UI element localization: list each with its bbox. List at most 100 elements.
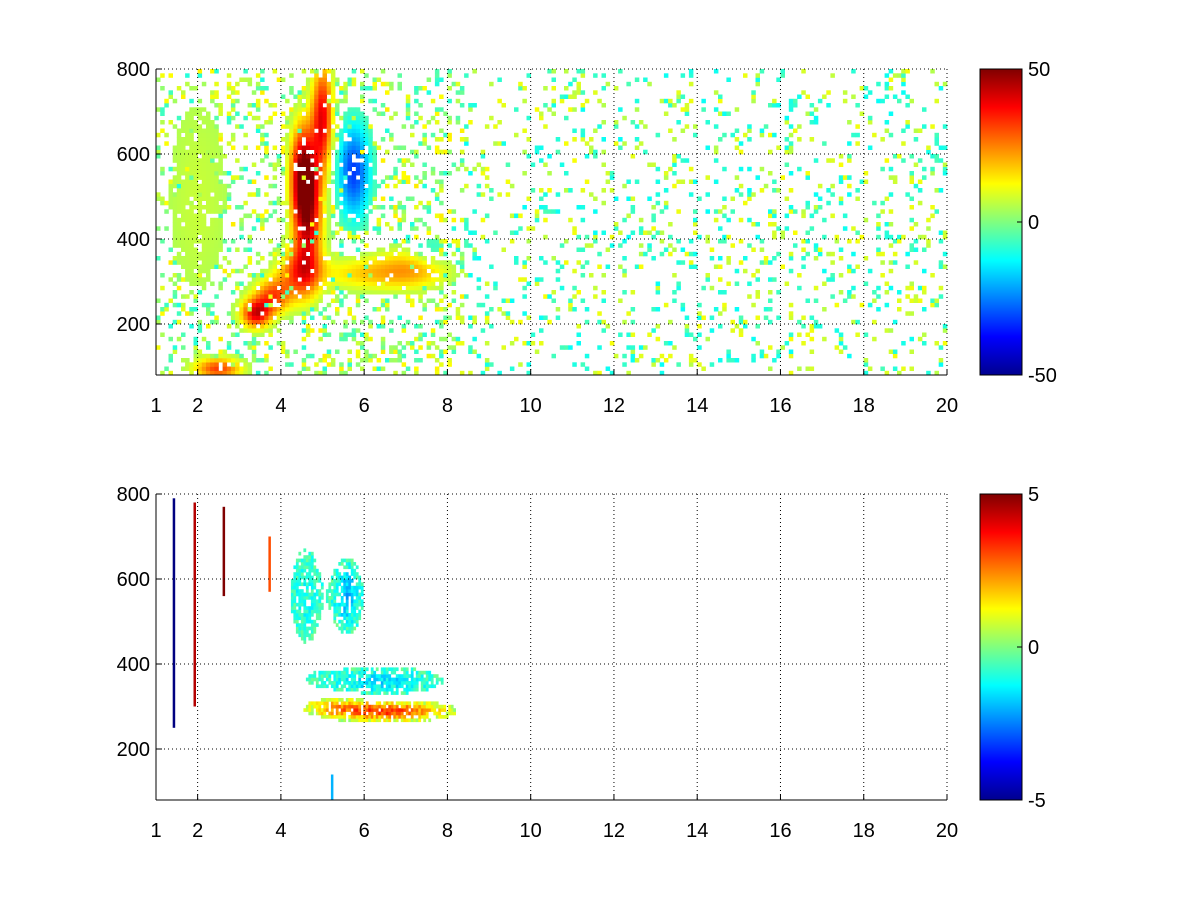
heatmap-cell (395, 674, 399, 678)
heatmap-cell (289, 132, 294, 138)
heatmap-cell (593, 149, 598, 155)
heatmap-cell (360, 192, 365, 197)
heatmap-cell (197, 264, 203, 269)
heatmap-cell (230, 315, 236, 320)
heatmap-cell (289, 86, 294, 91)
heatmap-cell (805, 332, 810, 337)
heatmap-cell (301, 251, 307, 257)
heatmap-cell (339, 90, 344, 95)
heatmap-cell (318, 268, 323, 274)
heatmap-cell (345, 613, 349, 617)
heatmap-cell (247, 290, 253, 295)
heatmap-cell (308, 616, 312, 621)
heatmap-cell (651, 234, 656, 240)
heatmap-cell (572, 307, 577, 312)
heatmap-cell (459, 251, 465, 257)
heatmap-cell (697, 315, 702, 320)
heatmap-cell (264, 353, 269, 359)
heatmap-cell (647, 81, 652, 87)
heatmap-cell (333, 585, 337, 590)
heatmap-cell (897, 239, 902, 244)
heatmap-cell (206, 141, 211, 146)
heatmap-cell (440, 704, 444, 709)
x-tick-label: 1 (150, 395, 161, 417)
heatmap-cell (347, 81, 352, 87)
heatmap-cell (655, 230, 661, 235)
heatmap-cell (360, 273, 365, 278)
heatmap-cell (355, 565, 359, 570)
heatmap-cell (351, 285, 357, 291)
heatmap-cell (185, 209, 190, 214)
heatmap-cell (251, 281, 257, 286)
heatmap-cell (389, 256, 394, 261)
heatmap-cell (688, 73, 694, 78)
heatmap-cell (235, 268, 240, 274)
heatmap-cell (350, 606, 354, 610)
heatmap-cell (884, 94, 890, 99)
heatmap-cell (185, 200, 190, 206)
heatmap-cell (593, 285, 598, 291)
heatmap-cell (172, 234, 178, 240)
heatmap-cell (214, 162, 219, 167)
heatmap-cell (414, 260, 419, 265)
heatmap-cell (355, 115, 361, 121)
heatmap-cell (308, 592, 312, 597)
heatmap-cell (335, 582, 339, 587)
heatmap-cell (176, 132, 182, 138)
heatmap-cell (663, 247, 669, 252)
heatmap-cell (418, 708, 422, 712)
heatmap-cell (438, 677, 442, 682)
heatmap-cell (693, 124, 698, 129)
heatmap-cell (343, 264, 348, 269)
heatmap-cell (555, 209, 561, 214)
heatmap-cell (418, 243, 423, 248)
x-tick-label: 2 (192, 395, 203, 417)
heatmap-cell (305, 596, 309, 600)
heatmap-cell (618, 69, 623, 74)
heatmap-cell (310, 353, 315, 359)
heatmap-cell (539, 277, 544, 282)
heatmap-cell (405, 94, 411, 99)
x-tick-label: 8 (442, 395, 453, 417)
heatmap-cell (210, 251, 215, 257)
heatmap-cell (788, 98, 794, 104)
heatmap-cell (206, 273, 211, 278)
heatmap-cell (193, 341, 198, 346)
heatmap-cell (206, 179, 211, 184)
heatmap-cell (668, 128, 673, 133)
heatmap-cell (222, 154, 228, 159)
heatmap-cell (308, 606, 312, 610)
heatmap-cell (326, 111, 332, 116)
heatmap-cell (358, 701, 362, 706)
heatmap-cell (276, 268, 282, 274)
heatmap-cell (206, 353, 211, 359)
heatmap-cell (290, 589, 294, 593)
heatmap-cell (393, 691, 397, 695)
heatmap-cell (315, 704, 319, 709)
heatmap-cell (376, 251, 382, 257)
heatmap-cell (353, 572, 357, 576)
heatmap-cell (305, 592, 309, 597)
heatmap-cell (185, 132, 190, 138)
heatmap-cell (280, 341, 286, 346)
heatmap-cell (318, 708, 322, 712)
heatmap-cell (285, 124, 290, 129)
heatmap-cell (315, 602, 319, 607)
heatmap-cell (230, 353, 236, 359)
heatmap-cell (318, 616, 322, 621)
heatmap-cell (189, 179, 194, 184)
heatmap-cell (318, 290, 323, 295)
heatmap-cell (643, 77, 648, 82)
heatmap-cell (172, 200, 178, 206)
heatmap-cell (447, 281, 452, 286)
heatmap-cell (876, 213, 881, 219)
heatmap-cell (197, 273, 203, 278)
heatmap-cell (668, 341, 673, 346)
heatmap-cell (239, 222, 244, 227)
heatmap-cell (851, 251, 856, 257)
heatmap-cell (514, 336, 519, 342)
heatmap-cell (668, 234, 673, 240)
heatmap-cell (243, 341, 248, 346)
heatmap-cell (272, 281, 278, 286)
heatmap-cell (364, 213, 369, 219)
